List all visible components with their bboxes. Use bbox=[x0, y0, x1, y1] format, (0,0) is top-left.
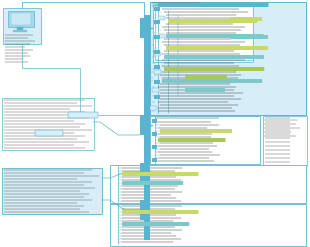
Bar bbox=[150, 116, 260, 164]
FancyBboxPatch shape bbox=[185, 75, 227, 79]
FancyBboxPatch shape bbox=[230, 55, 264, 59]
FancyBboxPatch shape bbox=[154, 35, 160, 39]
FancyBboxPatch shape bbox=[150, 106, 157, 110]
FancyBboxPatch shape bbox=[152, 119, 157, 123]
FancyBboxPatch shape bbox=[152, 88, 159, 92]
Bar bbox=[11, 13, 31, 25]
Bar bbox=[8, 11, 34, 27]
FancyBboxPatch shape bbox=[122, 172, 198, 176]
FancyBboxPatch shape bbox=[230, 17, 262, 21]
Bar bbox=[150, 2, 306, 115]
FancyBboxPatch shape bbox=[166, 46, 268, 50]
Bar bbox=[110, 165, 306, 203]
Bar bbox=[155, 5, 253, 60]
Bar bbox=[2, 168, 102, 214]
Bar bbox=[140, 200, 150, 220]
Bar bbox=[110, 204, 306, 246]
Bar bbox=[153, 4, 253, 62]
FancyBboxPatch shape bbox=[164, 55, 253, 59]
FancyBboxPatch shape bbox=[154, 7, 160, 11]
Bar bbox=[140, 115, 150, 135]
FancyBboxPatch shape bbox=[154, 70, 161, 74]
FancyBboxPatch shape bbox=[160, 129, 232, 133]
FancyBboxPatch shape bbox=[154, 52, 161, 56]
FancyBboxPatch shape bbox=[154, 50, 160, 54]
FancyBboxPatch shape bbox=[154, 95, 160, 99]
FancyBboxPatch shape bbox=[166, 34, 264, 38]
FancyBboxPatch shape bbox=[158, 16, 165, 20]
Bar bbox=[140, 18, 150, 38]
FancyBboxPatch shape bbox=[152, 132, 157, 136]
Bar bbox=[17, 27, 23, 30]
Bar bbox=[2, 98, 94, 150]
FancyBboxPatch shape bbox=[154, 65, 160, 69]
FancyBboxPatch shape bbox=[185, 88, 225, 92]
FancyBboxPatch shape bbox=[158, 3, 268, 7]
FancyBboxPatch shape bbox=[152, 158, 157, 162]
FancyBboxPatch shape bbox=[154, 80, 160, 84]
FancyBboxPatch shape bbox=[122, 210, 198, 214]
FancyBboxPatch shape bbox=[154, 20, 160, 24]
FancyBboxPatch shape bbox=[35, 130, 63, 136]
FancyBboxPatch shape bbox=[68, 112, 98, 118]
FancyBboxPatch shape bbox=[162, 79, 262, 83]
FancyBboxPatch shape bbox=[164, 67, 264, 71]
Bar bbox=[13, 30, 27, 32]
FancyBboxPatch shape bbox=[122, 181, 183, 185]
FancyBboxPatch shape bbox=[152, 145, 157, 149]
FancyBboxPatch shape bbox=[122, 222, 189, 226]
FancyBboxPatch shape bbox=[230, 35, 268, 39]
Bar bbox=[140, 163, 150, 183]
FancyBboxPatch shape bbox=[158, 34, 165, 38]
FancyBboxPatch shape bbox=[158, 138, 225, 142]
Bar bbox=[3, 8, 41, 44]
FancyBboxPatch shape bbox=[168, 19, 257, 23]
Bar bbox=[263, 116, 307, 166]
Bar bbox=[144, 15, 150, 240]
